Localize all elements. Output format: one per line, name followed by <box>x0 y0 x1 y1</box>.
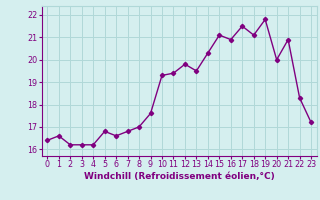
X-axis label: Windchill (Refroidissement éolien,°C): Windchill (Refroidissement éolien,°C) <box>84 172 275 181</box>
